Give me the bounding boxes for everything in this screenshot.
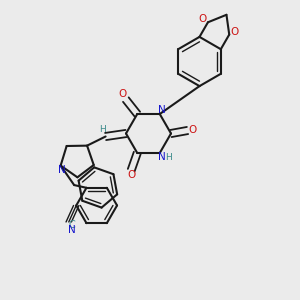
- Text: N: N: [158, 152, 166, 162]
- Text: N: N: [68, 225, 76, 236]
- Text: O: O: [198, 14, 207, 24]
- Text: O: O: [118, 89, 126, 99]
- Text: H: H: [99, 125, 106, 134]
- Text: O: O: [127, 170, 135, 181]
- Text: O: O: [230, 27, 239, 37]
- Text: N: N: [58, 165, 66, 175]
- Text: H: H: [165, 153, 172, 162]
- Text: O: O: [189, 125, 197, 136]
- Text: N: N: [158, 105, 165, 115]
- Text: C: C: [68, 220, 75, 230]
